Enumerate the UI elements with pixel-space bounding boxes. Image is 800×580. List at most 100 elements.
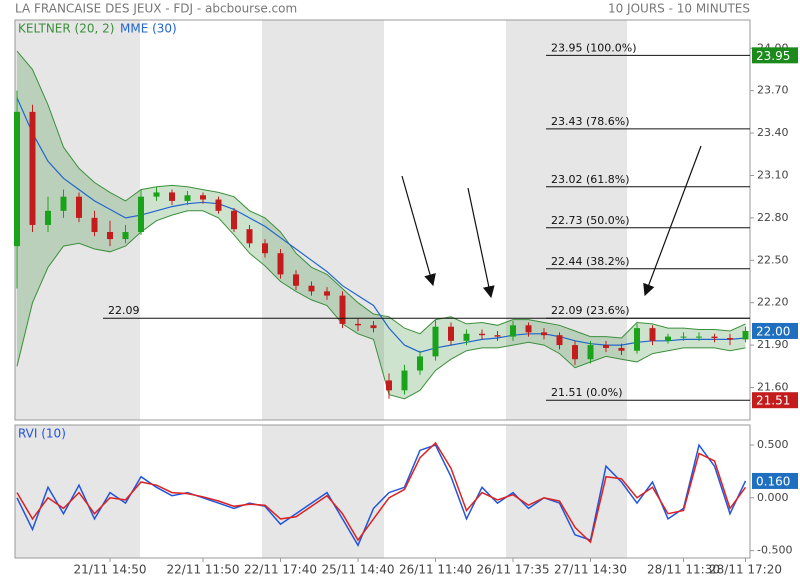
candle-body [711,336,718,339]
fib-level-label: 22.09 (23.6%) [551,304,630,317]
arrow [643,145,702,297]
candle-body [386,380,392,391]
candle-body [169,192,175,201]
candle-body [479,333,485,336]
day-band [506,425,627,558]
candle-body [696,336,702,338]
price-tag-label: 22.00 [756,324,790,338]
candle-body [45,210,51,225]
price-tag [752,322,798,339]
fib-level-label: 23.95 (100.0%) [551,41,637,54]
chart-title: LA FRANCAISE DES JEUX - FDJ - abcbourse.… [15,2,297,16]
keltner-upper [16,50,746,339]
candle-body [246,229,253,244]
candle-body [262,243,268,254]
candle-body [649,328,656,341]
candle-body [277,253,284,275]
candle-body [665,336,671,341]
candle-body [572,345,578,360]
y-tick-label: 22.50 [757,253,789,266]
candle-body [293,274,299,286]
candle-body [153,192,160,197]
rvi-line [16,443,747,547]
x-tick-label: 21/11 14:50 [74,563,147,577]
x-tick-label: 26/11 17:35 [477,563,550,577]
price-tag-label: 0.160 [756,474,790,488]
candle-body [680,336,687,338]
candle-body [184,195,191,201]
day-band [15,20,140,420]
rvi-panel-frame [14,424,751,559]
candle-body [308,285,315,292]
candle-body [215,199,222,211]
candle-body [355,323,361,326]
y-tick-label: 23.40 [757,126,789,139]
y-tick-label: 0.500 [757,438,789,451]
y-tick-label: 22.20 [757,296,789,309]
candle-body [634,328,640,351]
candle-body [339,295,346,324]
candle-body [138,196,144,233]
x-tick-label: 22/11 11:50 [167,563,240,577]
arrow [467,187,495,299]
candle-body [60,196,67,211]
price-tag-label: 23.95 [756,49,790,63]
keltner-lower [16,210,746,400]
x-tick-label: 28/11 11:30 [647,563,720,577]
price-tag [752,472,798,489]
arrow [401,175,436,287]
x-tick-label: 22/11 17:40 [244,563,317,577]
candle-body [727,338,733,340]
candle-body [556,335,563,346]
day-band [262,425,384,558]
candle-body [432,326,439,357]
day-band [15,425,140,558]
candle-body [401,370,408,391]
day-band [262,20,384,420]
price-tag-label: 21.51 [756,394,790,408]
candle-body [231,210,237,230]
keltner-area [17,51,746,399]
x-tick-label: 25/11 14:40 [322,563,395,577]
fib-level-label: 23.43 (78.6%) [551,115,630,128]
price-tag [752,47,798,64]
h-line-label: 22.09 [108,304,140,317]
fib-level-label: 23.02 (61.8%) [551,173,630,186]
candle-body [463,333,470,341]
candle-body [510,325,516,337]
candle-body [324,291,330,296]
price-tag [752,392,798,409]
candle-body [541,332,547,336]
candle-body [14,111,20,247]
rvi-line [16,441,747,544]
y-tick-label: -0.500 [757,544,792,557]
candle-body [370,325,377,329]
candle-body [107,232,113,240]
x-tick-label: 27/11 14:30 [554,563,627,577]
candle-body [603,345,609,348]
candle-body [76,196,82,218]
candle-body [29,111,36,225]
candle-body [91,217,98,233]
y-tick-label: 0.000 [757,491,789,504]
y-tick-label: 21.90 [757,338,789,351]
fib-level-label: 21.51 (0.0%) [551,386,623,399]
legend-keltner: KELTNER (20, 2) [18,22,114,36]
y-tick-label: 22.80 [757,211,789,224]
candle-body [618,347,625,351]
period: 10 JOURS - 10 MINUTES [608,2,750,16]
candle-body [200,195,206,200]
annotation-arrows [401,145,702,299]
x-tick-label: 26/11 11:40 [399,563,472,577]
candle-body [742,330,749,340]
candle-body [525,325,532,333]
candle-body [122,232,129,240]
candle-body [587,345,594,360]
day-band [506,20,627,420]
fib-level-label: 22.73 (50.0%) [551,214,630,227]
candle-body [494,335,501,337]
rvi-title: RVI (10) [18,427,66,441]
fib-level-label: 22.44 (38.2%) [551,255,630,268]
y-tick-label: 23.70 [757,84,789,97]
